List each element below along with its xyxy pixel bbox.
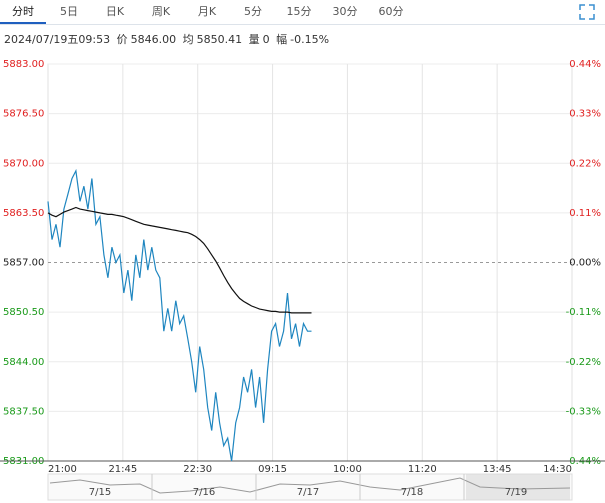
y-tick-label: 5863.50	[3, 208, 44, 219]
x-tick-label: 09:15	[258, 464, 287, 475]
fullscreen-icon[interactable]	[577, 2, 597, 22]
y2-tick-label: 0.22%	[569, 158, 601, 169]
tab[interactable]: 60分	[378, 5, 404, 18]
y-tick-label: 5850.50	[3, 307, 44, 318]
navigator-date: 7/19	[505, 487, 527, 498]
series-line	[47, 168, 312, 462]
navigator-date: 7/17	[297, 487, 319, 498]
x-tick-label: 21:45	[108, 464, 137, 475]
tab-bar: 分时 5日 日K 周K 月K 5分 15分 30分 60分	[0, 0, 605, 25]
navigator-date: 7/18	[401, 487, 423, 498]
info-label: 均	[182, 33, 194, 46]
x-tick-label: 11:20	[408, 464, 437, 475]
tab[interactable]: 周K	[151, 5, 171, 18]
info-value: -0.15%	[290, 33, 330, 46]
navigator-date: 7/16	[193, 487, 215, 498]
info-label: 幅	[276, 33, 288, 46]
x-tick-label: 22:30	[183, 464, 212, 475]
info-time: 2024/07/19五09:53	[4, 33, 111, 46]
y2-tick-label: 0.33%	[569, 109, 601, 120]
y2-tick-label: 0.00%	[569, 258, 601, 269]
tab[interactable]: 15分	[286, 5, 312, 18]
navigator-date: 7/15	[89, 487, 111, 498]
tab[interactable]: 分时	[0, 0, 46, 24]
info-value: 0	[262, 33, 270, 46]
info-label: 量	[248, 33, 260, 46]
y-tick-label: 5876.50	[3, 109, 44, 120]
y-tick-label: 5883.00	[3, 59, 44, 70]
y2-tick-label: -0.22%	[566, 357, 601, 368]
tab[interactable]: 日K	[105, 5, 125, 18]
tab[interactable]: 5分	[244, 5, 262, 18]
y2-tick-label: -0.33%	[566, 406, 601, 417]
navigator-line	[49, 477, 571, 494]
y-tick-label: 5844.00	[3, 357, 44, 368]
y-tick-label: 5870.00	[3, 158, 44, 169]
x-tick-label: 21:00	[48, 464, 77, 475]
y-tick-label: 5837.50	[3, 406, 44, 417]
x-tick-label: 14:30	[543, 464, 572, 475]
tab[interactable]: 5日	[60, 5, 78, 18]
tab[interactable]: 30分	[332, 5, 358, 18]
info-value: 5846.00	[130, 33, 177, 46]
info-label: 价	[116, 33, 128, 46]
y2-tick-label: 0.11%	[569, 208, 601, 219]
y-tick-label: 5857.00	[3, 258, 44, 269]
tab[interactable]: 月K	[197, 5, 217, 18]
y2-tick-label: -0.11%	[566, 307, 601, 318]
y2-tick-label: 0.44%	[569, 59, 601, 70]
series-line	[47, 206, 312, 314]
x-tick-label: 10:00	[333, 464, 362, 475]
x-tick-label: 13:45	[483, 464, 512, 475]
info-value: 5850.41	[196, 33, 243, 46]
